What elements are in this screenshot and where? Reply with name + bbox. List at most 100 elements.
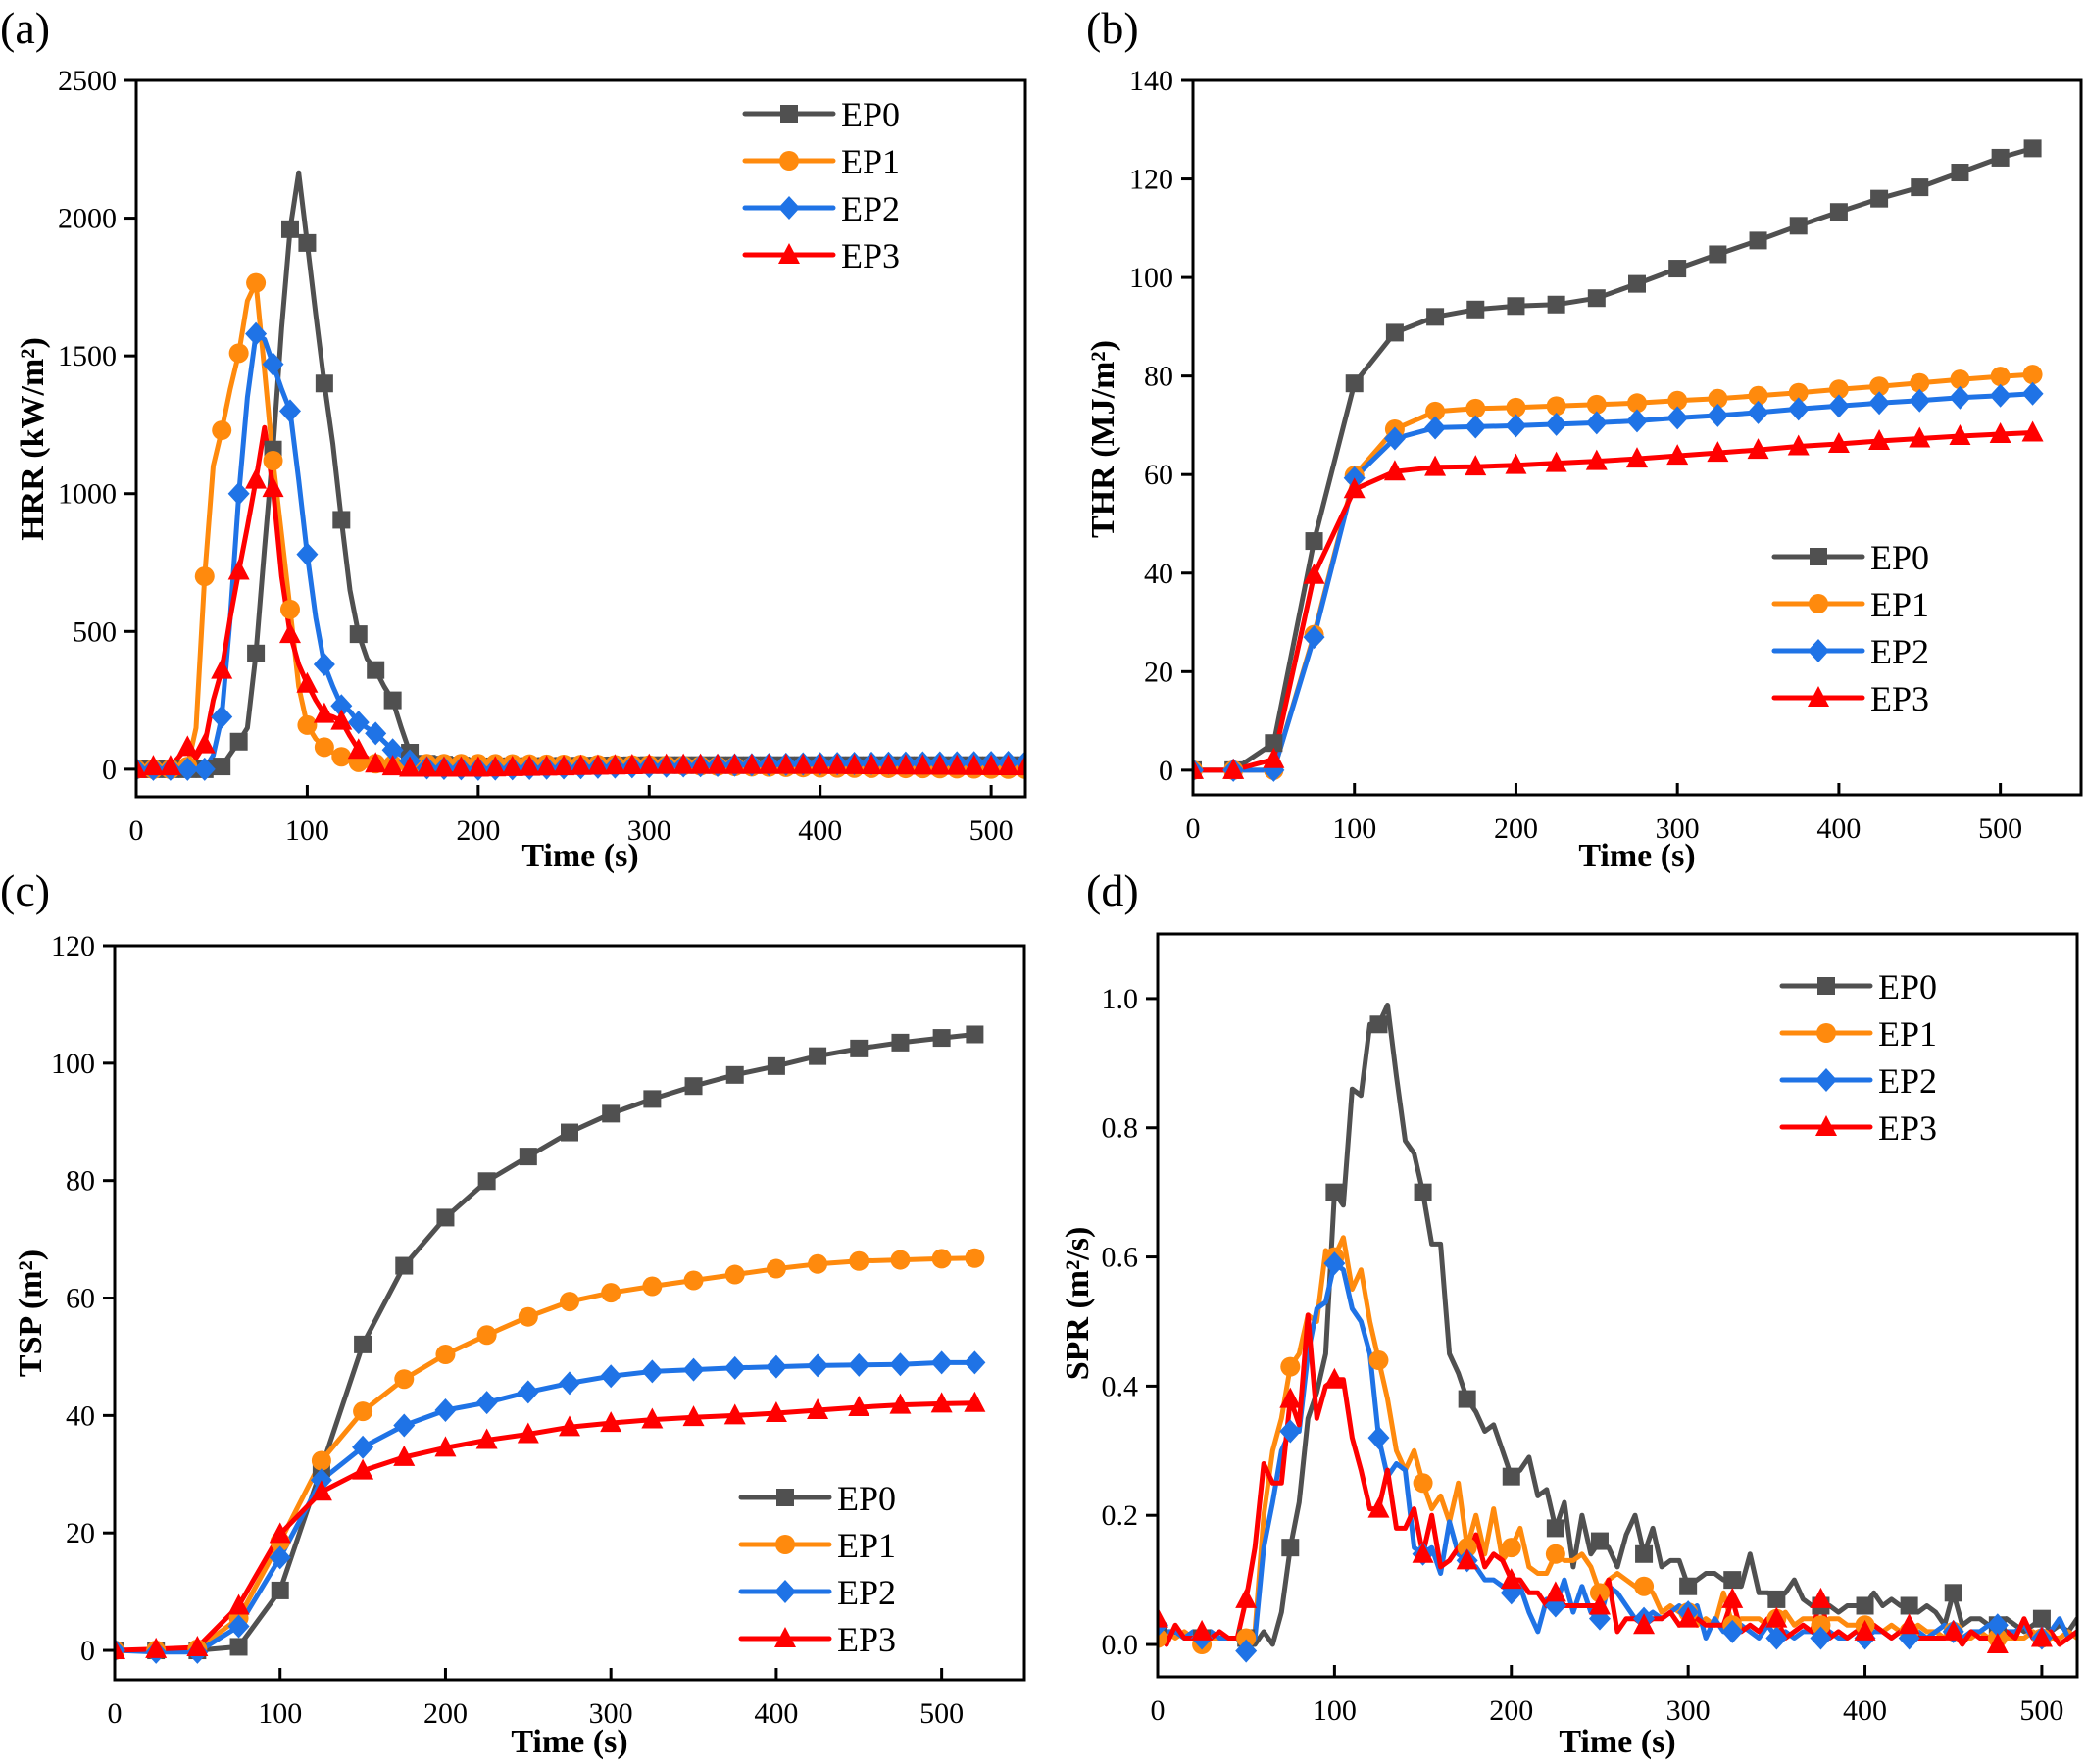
panel-d-series-ep3-marker: [1677, 1606, 1700, 1628]
panel-d-series-ep0-marker: [1369, 1015, 1388, 1034]
panel-b-legend-label: EP3: [1870, 679, 1929, 718]
panel-a-series-ep1-marker: [279, 599, 300, 619]
panel-a-ytick-label: 2500: [58, 65, 117, 97]
panel-a-series-ep3-marker: [347, 738, 370, 760]
panel-c-series-ep0-marker: [966, 1025, 984, 1044]
panel-c-series-ep3-marker: [269, 1522, 291, 1544]
panel-b-series-ep2-marker: [1747, 400, 1769, 424]
panel-a-series-ep3-marker: [450, 756, 472, 777]
panel-d-series-ep3-marker: [1721, 1587, 1744, 1608]
panel-a-series-ep3-marker: [809, 753, 831, 774]
panel-c-series-ep3-marker: [186, 1636, 209, 1657]
panel-b-series-ep1-marker: [1627, 393, 1647, 414]
panel-b-xtick-label: 200: [1494, 812, 1538, 845]
panel-c-legend-marker: [774, 1627, 796, 1647]
panel-c-series-ep3-marker: [352, 1458, 374, 1480]
panel-c-series-ep2-marker: [889, 1352, 912, 1377]
panel-d-series-ep2-marker: [1765, 1626, 1788, 1650]
panel-a-series-ep3-marker: [861, 754, 883, 775]
panel-c-series-ep0-marker: [725, 1065, 744, 1084]
panel-b-ytick-label: 40: [1144, 558, 1173, 590]
panel-a-series-ep3-marker: [997, 754, 1019, 775]
panel-d-series-ep3-marker: [1765, 1606, 1788, 1628]
panel-b-xtick-label: 100: [1332, 812, 1376, 845]
panel-a-xtick-label: 300: [627, 814, 671, 847]
panel-d-series-ep3-marker: [2030, 1626, 2053, 1647]
panel-d-series-ep0-marker: [1767, 1590, 1786, 1608]
panel-d-series-ep3-marker: [1588, 1593, 1611, 1615]
panel-a-legend-item-ep1: EP1: [742, 142, 900, 181]
panel-a-xtick-label: 100: [285, 814, 329, 847]
panel-b-series-ep3-marker: [1666, 444, 1689, 466]
panel-d-series-ep3-marker: [1456, 1548, 1478, 1570]
panel-c-series-ep0-marker: [602, 1104, 621, 1123]
panel-d-series-ep2-marker: [1235, 1639, 1258, 1663]
panel-d-legend-marker: [1815, 1068, 1837, 1092]
panel-d-series-ep3-marker: [1898, 1613, 1920, 1635]
panel-c-xtick-label: 100: [258, 1697, 302, 1730]
panel-c-series-ep2-marker: [964, 1350, 986, 1375]
panel-b-series-ep1-marker: [1990, 367, 2011, 387]
panel-d-legend-marker: [1817, 977, 1835, 995]
panel-b-legend-item-ep3: EP3: [1771, 679, 1929, 718]
panel-c-legend-marker: [775, 1535, 795, 1554]
panel-b-ytick-label: 140: [1129, 65, 1173, 97]
panel-b-series-ep1-marker: [1950, 369, 1970, 390]
panel-a-plot-area: [136, 170, 1025, 781]
panel-b-series-ep0-marker: [1265, 734, 1283, 753]
panel-a-series-ep3-marker: [689, 753, 712, 774]
panel-b-xtick-label: 0: [1186, 812, 1201, 845]
panel-b-ytick-label: 100: [1129, 262, 1173, 294]
panel-a-legend-item-ep2: EP2: [742, 189, 900, 228]
panel-b-series-ep3-marker: [1626, 447, 1648, 468]
panel-d-series-ep0-marker: [1281, 1539, 1300, 1557]
panel-c-series-ep2-marker: [269, 1545, 291, 1570]
panel-a-series-ep3-marker: [980, 754, 1003, 775]
panel-a-series-ep3-marker: [655, 753, 677, 774]
panel-a-series-ep3-marker: [519, 755, 541, 776]
panel-c-series-ep2-marker: [930, 1350, 953, 1375]
panel-a-series-ep1-marker: [297, 714, 318, 735]
panel-c-series-ep1-marker: [724, 1264, 745, 1285]
panel-b-series-ep2-marker: [1787, 397, 1810, 421]
panel-a-series-ep3-marker: [826, 753, 849, 774]
panel-a-series-ep1-marker: [246, 272, 267, 293]
panel-a-series-ep3-marker: [467, 756, 489, 777]
panel-d-series-ep2-marker: [1721, 1619, 1744, 1643]
panel-a-series-ep3-marker: [193, 732, 216, 754]
panel-d-series-ep0-marker: [1635, 1544, 1654, 1563]
panel-d-xtick-label: 200: [1489, 1694, 1533, 1727]
panel-d-axes-frame: [1156, 932, 2079, 1679]
panel-c-xtick-label: 300: [589, 1697, 633, 1730]
panel-d-ytick-label: 0.0: [1102, 1629, 1139, 1661]
panel-c-legend-label: EP0: [837, 1479, 896, 1518]
panel-c-series-ep3-marker: [765, 1400, 787, 1422]
panel-a-series-ep3-marker: [843, 753, 866, 774]
panel-d-series-ep3-marker: [1323, 1367, 1346, 1389]
panel-b-legend-label: EP1: [1870, 585, 1929, 624]
panel-b-series-ep3-marker: [1949, 423, 1971, 445]
panel-a-series-ep0-marker: [298, 233, 317, 252]
panel-b-series-ep3-marker: [1545, 451, 1567, 472]
panel-b-ytick-label: 80: [1144, 361, 1173, 393]
panel-a-series-ep0-marker: [367, 661, 385, 679]
panel-c-series-ep2-marker: [807, 1353, 829, 1378]
panel-d-series-ep1-marker: [1236, 1628, 1257, 1648]
panel-a-series-ep3-marker: [723, 753, 746, 774]
panel-a-ytick-label: 500: [73, 615, 117, 648]
panel-c-series-ep2-marker: [434, 1397, 457, 1422]
panel-a: (a) Time (s) HRR (kW/m²) 0 100 200 300 400 50…: [0, 3, 1027, 874]
panel-b-series-ep2-marker: [1465, 415, 1487, 439]
panel-a-series-ep3-marker: [792, 753, 815, 774]
panel-a-series-ep3-marker: [484, 756, 507, 777]
panel-d-legend-label: EP1: [1878, 1014, 1937, 1054]
panel-d-ytick-label: 0.6: [1102, 1242, 1139, 1274]
panel-d-series-ep3-marker: [1158, 1606, 1168, 1628]
panel-d-legend-item-ep1: EP1: [1779, 1014, 1937, 1054]
panel-a-series-ep3-marker: [774, 753, 797, 774]
panel-a-series-ep2-marker: [296, 542, 319, 566]
panel-d-series-ep0-marker: [2032, 1609, 2051, 1628]
panel-a-legend-marker: [778, 243, 800, 264]
panel-c-series-ep0-marker: [561, 1123, 578, 1142]
panel-a-series-ep3-marker: [912, 754, 934, 775]
